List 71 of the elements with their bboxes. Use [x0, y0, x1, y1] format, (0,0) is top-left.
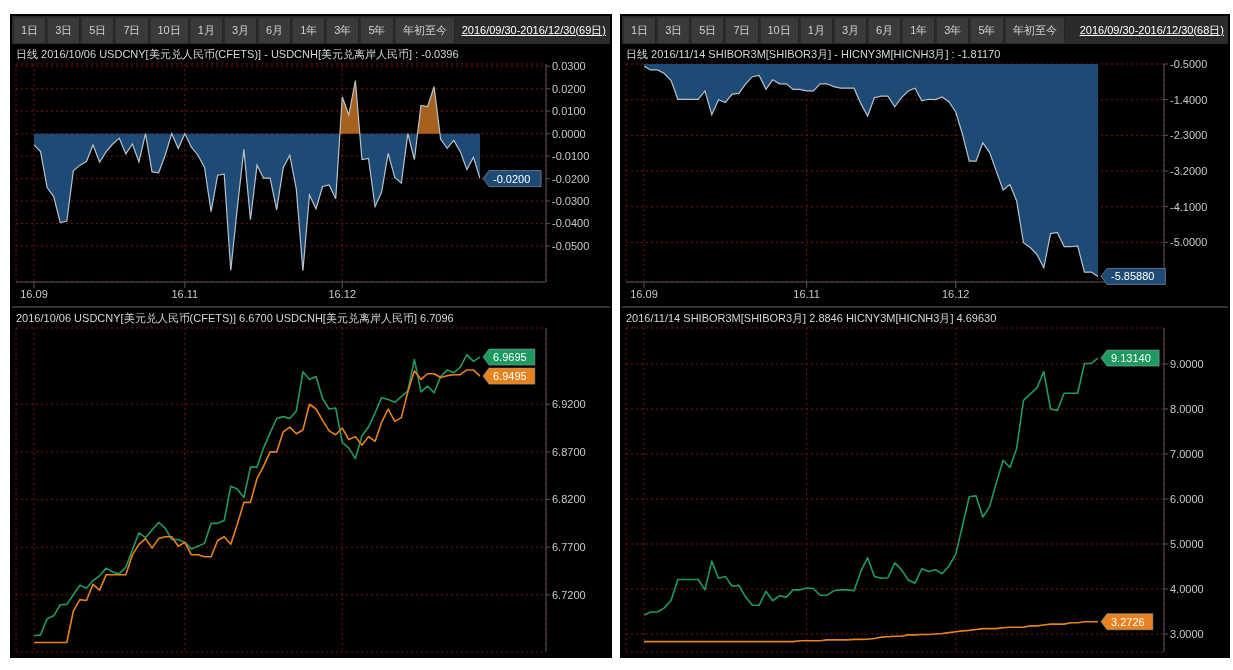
text: 年初至今 [395, 17, 455, 43]
data-label: 6.9495 [493, 370, 527, 383]
y-tick-label: 0.0100 [552, 105, 586, 118]
y-tick-label: -0.0200 [552, 172, 590, 185]
text: 5日 [692, 17, 725, 43]
y-tick-label: 0.0000 [552, 127, 586, 140]
text: 1月 [800, 17, 833, 43]
y-tick-label: 9.0000 [1170, 357, 1204, 370]
line-series [644, 620, 1098, 643]
y-tick-label: 6.7200 [552, 588, 586, 601]
x-tick-label: 16.09 [630, 287, 658, 300]
text: 1日 [14, 17, 47, 43]
x-tick-label: 16.11 [171, 287, 199, 300]
text: 1日 [624, 17, 657, 43]
data-label: -0.0200 [493, 172, 531, 185]
text: 6月 [869, 17, 902, 43]
text: 5年 [971, 17, 1004, 43]
y-tick-label: 7.0000 [1170, 447, 1204, 460]
y-tick-label: -2.3000 [1170, 129, 1208, 142]
text: 1年 [293, 17, 326, 43]
chart-title: 日线 2016/11/14 SHIBOR3M[SHIBOR3月] - HICNY3M[HICNH3月] : -1.81170 [626, 47, 1001, 62]
y-tick-label: -0.5000 [1170, 57, 1208, 70]
y-tick-label: -0.0500 [552, 239, 590, 252]
text: 3年 [327, 17, 360, 43]
x-tick-label: 16.11 [793, 287, 820, 300]
text: 7日 [726, 17, 759, 43]
data-label: 9.13140 [1111, 352, 1151, 365]
text: 3月 [834, 17, 867, 43]
text: 5年 [361, 17, 394, 43]
data-label: 3.2726 [1111, 615, 1145, 628]
y-tick-label: 6.0000 [1170, 492, 1204, 505]
text: 1年 [903, 17, 936, 43]
y-tick-label: -5.0000 [1170, 236, 1208, 249]
y-tick-label: 6.8700 [552, 445, 586, 458]
data-label: 6.9695 [493, 351, 527, 364]
text: 3年 [937, 17, 970, 43]
y-tick-label: -0.0400 [552, 217, 590, 230]
text: 3月 [224, 17, 257, 43]
text: 10日 [760, 17, 799, 43]
x-tick-label: 16.12 [328, 287, 357, 300]
chart-title: 2016/11/14 SHIBOR3M[SHIBOR3月] 2.8846 HICNY3M[HICNH3月] 4.69630 [626, 311, 997, 326]
text: 6月 [259, 17, 292, 43]
chart-title: 日线 2016/10/06 USDCNY[美元兑人民币(CFETS)] - USDCNH[美元兑离岸人民币] : -0.0396 [16, 47, 459, 62]
chart-title: 2016/10/06 USDCNY[美元兑人民币(CFETS)] 6.6700 USDCNH[美元兑离岸人民币] 6.7096 [16, 311, 454, 326]
y-tick-label: 3.0000 [1170, 627, 1204, 640]
x-tick-label: 16.12 [941, 287, 970, 300]
text: 7日 [116, 17, 149, 43]
y-tick-label: 0.0200 [552, 82, 586, 95]
text: 3日 [48, 17, 81, 43]
y-tick-label: -0.0100 [552, 150, 590, 163]
y-tick-label: 5.0000 [1170, 537, 1204, 550]
data-label: -5.85880 [1111, 270, 1155, 283]
text: 10日 [150, 17, 189, 43]
text: 2016/09/30-2016/12/30(69日) [461, 22, 607, 38]
y-tick-label: 4.0000 [1170, 582, 1204, 595]
text: 年初至今 [1005, 17, 1065, 43]
text: 5日 [82, 17, 115, 43]
y-tick-label: -0.0300 [552, 195, 590, 207]
line-series [644, 357, 1098, 616]
y-tick-label: 0.0300 [552, 60, 586, 73]
y-tick-label: 6.7700 [552, 541, 586, 554]
text: 1月 [190, 17, 223, 43]
y-tick-label: -3.2000 [1170, 164, 1208, 177]
y-tick-label: -4.1000 [1170, 200, 1208, 213]
y-tick-label: 6.9200 [552, 398, 586, 411]
y-tick-label: 6.8200 [552, 493, 586, 506]
text: 3日 [658, 17, 691, 43]
text: 2016/09/30-2016/12/30(68日) [1079, 22, 1225, 38]
y-tick-label: -1.4000 [1170, 93, 1208, 106]
x-tick-label: 16.09 [20, 287, 48, 300]
y-tick-label: 8.0000 [1170, 402, 1204, 415]
